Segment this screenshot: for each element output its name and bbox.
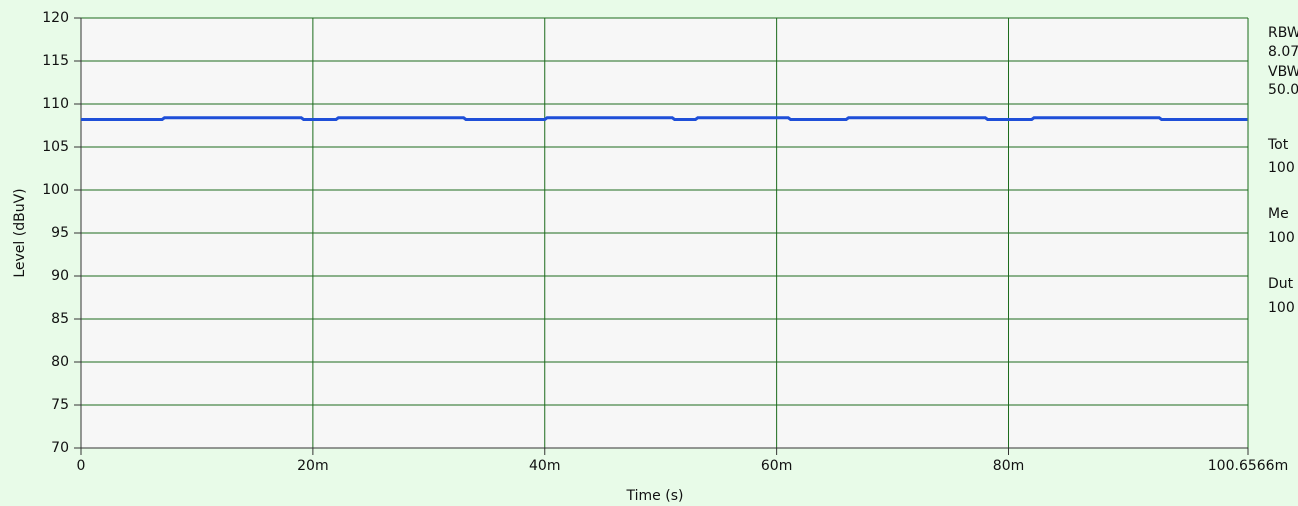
y-tick-label: 95 (51, 225, 69, 241)
y-tick-label: 110 (42, 96, 69, 112)
y-tick-label: 120 (42, 10, 69, 26)
x-tick-label: 40m (529, 458, 560, 474)
side-label: 100 (1268, 300, 1295, 316)
x-tick-label: 100.6566m (1208, 458, 1288, 474)
side-label: RBW (1268, 25, 1298, 41)
side-label: VBW (1268, 64, 1298, 80)
y-axis-label: Level (dBuV) (12, 188, 28, 277)
y-tick-label: 100 (42, 182, 69, 198)
y-tick-label: 115 (42, 53, 69, 69)
x-tick-label: 20m (297, 458, 328, 474)
data-line (81, 116, 1248, 121)
side-label: 100 (1268, 160, 1295, 176)
y-tick-label: 80 (51, 354, 69, 370)
y-tick-label: 85 (51, 311, 69, 327)
side-label: 100 (1268, 230, 1295, 246)
side-label: Me (1268, 206, 1289, 222)
y-tick-label: 90 (51, 268, 69, 284)
side-label: Dut (1268, 276, 1294, 292)
side-label: 50.0 (1268, 82, 1298, 98)
side-label: Tot (1267, 137, 1289, 153)
x-tick-label: 80m (993, 458, 1024, 474)
side-panel: RBW 8.07 VBW 50.0 Tot 100 Me 100 Dut 100 (1267, 25, 1298, 316)
x-axis-label: Time (s) (626, 488, 684, 504)
x-tick-label: 60m (761, 458, 792, 474)
y-tick-label: 70 (51, 440, 69, 456)
y-tick-label: 75 (51, 397, 69, 413)
side-label: 8.07 (1268, 44, 1298, 60)
x-tick-label: 0 (77, 458, 86, 474)
y-tick-label: 105 (42, 139, 69, 155)
